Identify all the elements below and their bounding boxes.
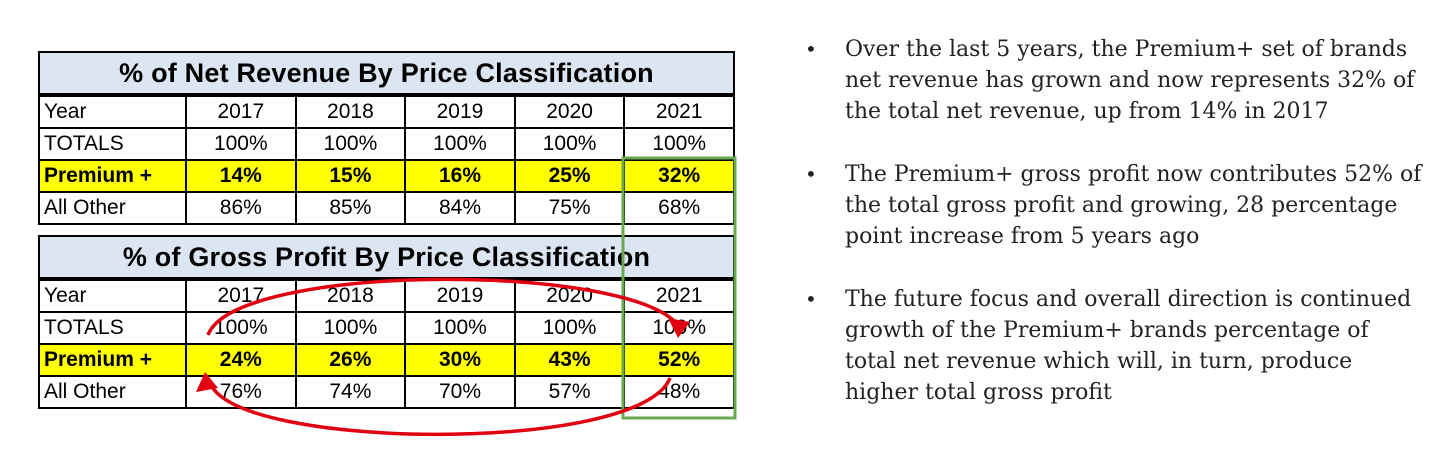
- row-label: TOTALS: [38, 127, 187, 161]
- net-revenue-table: Year 2017 2018 2019 2020 2021 TOTALS 100% 100% 10…: [38, 95, 735, 225]
- table-cell: 84%: [404, 191, 516, 225]
- table-cell: 25%: [513, 159, 626, 193]
- table-cell: 24%: [185, 343, 297, 377]
- row-label: Premium +: [38, 343, 187, 377]
- table-cell: 100%: [513, 127, 626, 161]
- table-cell: 26%: [294, 343, 407, 377]
- table-row: All Other 76% 74% 70% 57% 48%: [38, 375, 735, 409]
- table-cell: 70%: [404, 375, 516, 409]
- row-label: Premium +: [38, 159, 187, 193]
- table-cell: 57%: [513, 375, 626, 409]
- table-cell: 2020: [513, 95, 626, 129]
- bullet-text: Over the last 5 years, the Premium+ set …: [845, 37, 1415, 124]
- bullet-dot-icon: •: [805, 162, 817, 186]
- bullet-item: • The Premium+ gross profit now contribut…: [805, 159, 1425, 252]
- row-label: TOTALS: [38, 311, 187, 345]
- table-cell: 16%: [404, 159, 516, 193]
- table-cell: 2019: [404, 95, 516, 129]
- gross-profit-table: Year 2017 2018 2019 2020 2021 TOTALS 100% 100% 10…: [38, 279, 735, 409]
- table-row: Premium +24% 26% 30% 43% 52%: [38, 343, 735, 377]
- table-cell: 2020: [513, 279, 626, 313]
- row-label: Year: [38, 95, 187, 129]
- table-cell: 85%: [294, 191, 407, 225]
- table-cell: 86%: [185, 191, 297, 225]
- table-cell: 68%: [623, 191, 735, 225]
- table-cell: 30%: [404, 343, 516, 377]
- table-cell: 2017: [185, 279, 297, 313]
- table-cell: 14%: [185, 159, 297, 193]
- table-cell: 75%: [513, 191, 626, 225]
- bullet-item: • The future focus and overall direction …: [805, 284, 1425, 408]
- table-row: Premium +14% 15% 16% 25% 32%: [38, 159, 735, 193]
- table-cell: 100%: [404, 311, 516, 345]
- table-cell: 2018: [294, 279, 407, 313]
- table-cell: 32%: [623, 159, 735, 193]
- table-cell: 100%: [513, 311, 626, 345]
- table-row: All Other 86% 85% 84% 75% 68%: [38, 191, 735, 225]
- table-cell: 100%: [623, 311, 735, 345]
- table-cell: 48%: [623, 375, 735, 409]
- table-cell: 2018: [294, 95, 407, 129]
- bullet-text: The Premium+ gross profit now contribute…: [845, 162, 1422, 249]
- bullet-item: • Over the last 5 years, the Premium+ set…: [805, 34, 1425, 127]
- table-cell: 100%: [185, 127, 297, 161]
- table-cell: 2021: [623, 279, 735, 313]
- table-cell: 76%: [185, 375, 297, 409]
- bullet-text: The future focus and overall direction i…: [845, 287, 1412, 405]
- table-cell: 15%: [294, 159, 407, 193]
- table-row: TOTALS 100% 100% 100% 100% 100%: [38, 311, 735, 345]
- table-cell: 2019: [404, 279, 516, 313]
- net-revenue-title: % of Net Revenue By Price Classification: [38, 51, 735, 95]
- table-cell: 100%: [185, 311, 297, 345]
- row-label: Year: [38, 279, 187, 313]
- table-cell: 2021: [623, 95, 735, 129]
- bullet-list: • Over the last 5 years, the Premium+ set…: [805, 34, 1425, 440]
- table-row: Year 2017 2018 2019 2020 2021: [38, 95, 735, 129]
- table-row: TOTALS 100% 100% 100% 100% 100%: [38, 127, 735, 161]
- row-label: All Other: [38, 191, 187, 225]
- table-cell: 52%: [623, 343, 735, 377]
- table-cell: 100%: [404, 127, 516, 161]
- row-label: All Other: [38, 375, 187, 409]
- bullet-dot-icon: •: [805, 287, 817, 311]
- price-classification-tables: % of Net Revenue By Price Classification…: [38, 51, 735, 416]
- gross-profit-title: % of Gross Profit By Price Classificatio…: [38, 235, 735, 279]
- table-cell: 2017: [185, 95, 297, 129]
- table-cell: 100%: [294, 127, 407, 161]
- bullet-dot-icon: •: [805, 37, 817, 61]
- table-cell: 100%: [623, 127, 735, 161]
- table-cell: 100%: [294, 311, 407, 345]
- table-cell: 43%: [513, 343, 626, 377]
- table-cell: 74%: [294, 375, 407, 409]
- table-row: Year 2017 2018 2019 2020 2021: [38, 279, 735, 313]
